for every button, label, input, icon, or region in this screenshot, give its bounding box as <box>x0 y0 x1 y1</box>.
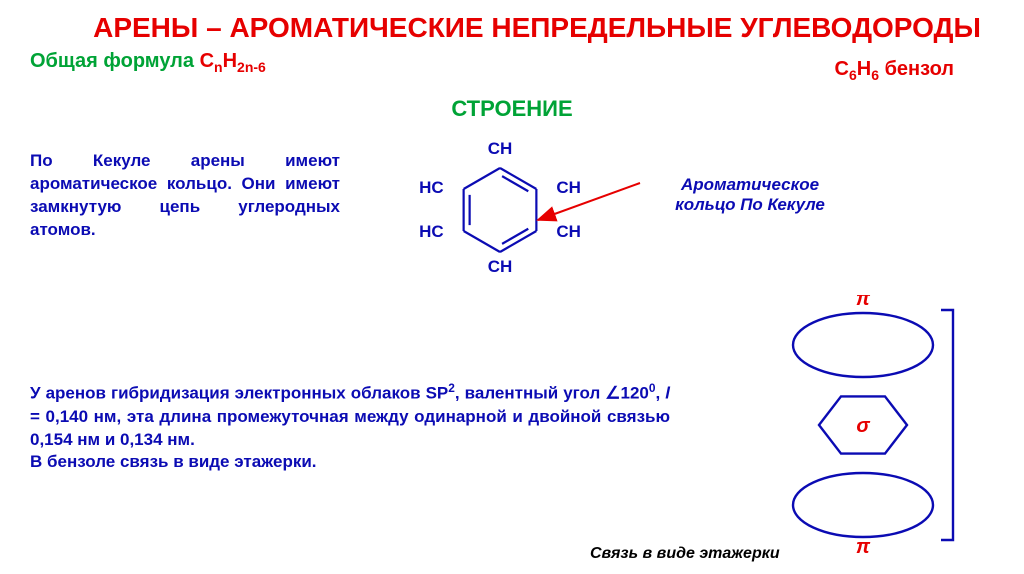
svg-text:HC: HC <box>419 178 444 197</box>
formula-expr: CnH2n-6 <box>200 50 266 72</box>
svg-text:CH: CH <box>556 222 581 241</box>
hybridization-paragraph: У аренов гибридизация электронных облако… <box>30 380 670 474</box>
orbital-caption: Связь в виде этажерки <box>590 545 780 563</box>
benzene-formula: C6H6 бензол <box>835 58 954 83</box>
section-heading: СТРОЕНИЕ <box>0 96 1024 122</box>
main-title: АРЕНЫ – АРОМАТИЧЕСКИЕ НЕПРЕДЕЛЬНЫЕ УГЛЕВ… <box>90 10 984 45</box>
svg-text:CH: CH <box>488 257 513 276</box>
svg-text:CH: CH <box>556 178 581 197</box>
title-text: АРЕНЫ – АРОМАТИЧЕСКИЕ НЕПРЕДЕЛЬНЫЕ УГЛЕВ… <box>93 12 981 43</box>
orbital-svg: π σ π <box>758 295 988 555</box>
orbital-diagram: π σ π <box>758 295 988 555</box>
general-formula: Общая формула CnH2n-6 <box>30 50 266 75</box>
svg-text:CH: CH <box>488 139 513 158</box>
ring-label: Ароматическое кольцо По Кекуле <box>650 175 850 216</box>
benzene-structure: CH CH CH CH HC HC <box>400 120 600 300</box>
svg-text:π: π <box>856 295 871 310</box>
formula-prefix: Общая формула <box>30 50 200 72</box>
svg-text:HC: HC <box>419 222 444 241</box>
benzene-svg: CH CH CH CH HC HC <box>400 120 600 300</box>
kekule-paragraph: По Кекуле арены имеют ароматическое коль… <box>30 150 340 242</box>
svg-text:π: π <box>856 536 871 555</box>
svg-text:σ: σ <box>856 415 870 437</box>
